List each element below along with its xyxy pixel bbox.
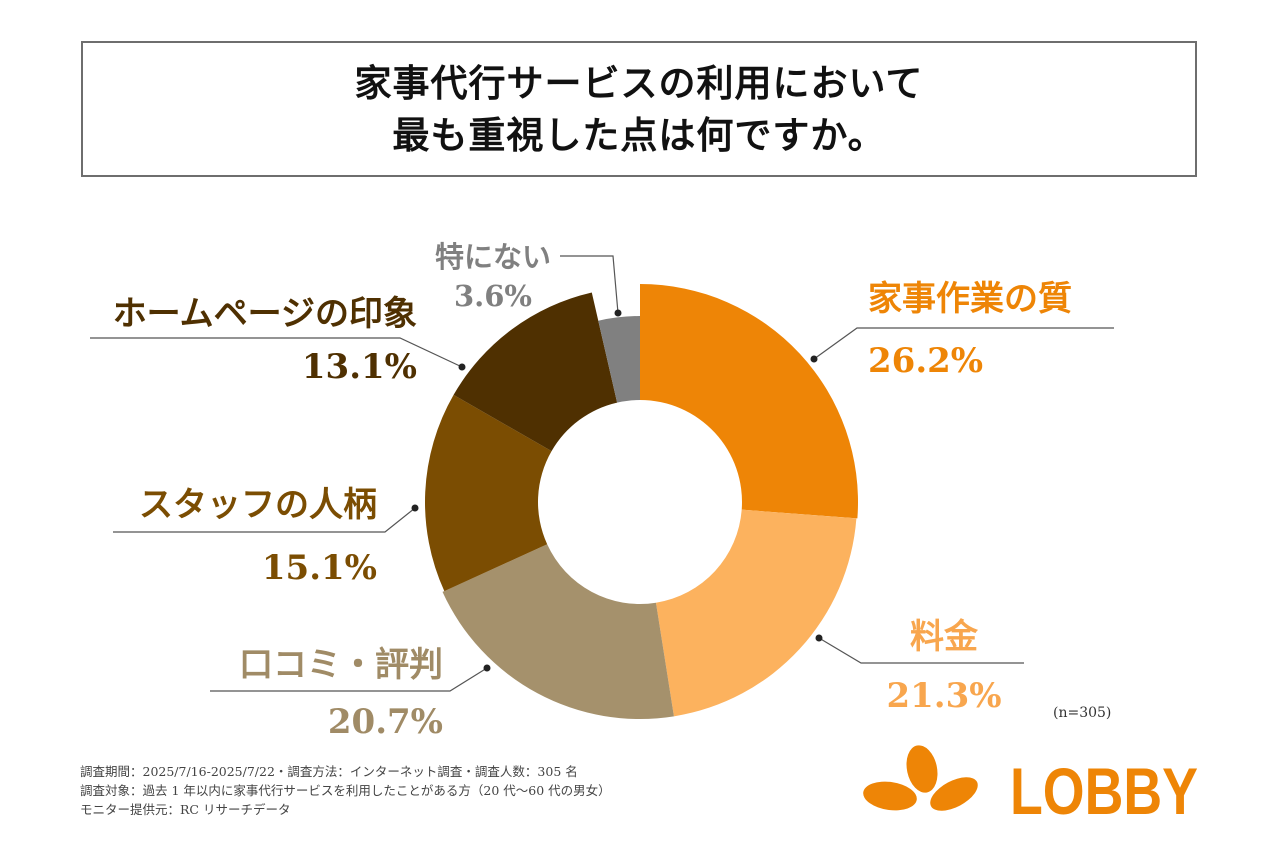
leader-line <box>90 337 463 368</box>
leader-line <box>560 255 619 314</box>
slice-label-value: 15.1% <box>262 548 377 588</box>
donut-slice <box>453 292 618 452</box>
slice-labels: 家事作業の質 26.2% 料金 21.3% 口コミ・評判 20.7% スタッフの人柄 15.1… <box>113 240 1072 742</box>
sample-size-label: (n=305) <box>1053 705 1112 721</box>
leader-line <box>813 327 1114 360</box>
slice-label-name: 特にない <box>435 240 551 274</box>
donut-slice <box>598 316 640 403</box>
title-line-1: 家事代行サービスの利用において <box>354 61 924 105</box>
slice-label-value: 20.7% <box>328 702 443 742</box>
leader-dot <box>411 504 419 512</box>
leader-line <box>210 667 488 692</box>
donut-slice <box>442 544 674 719</box>
leader-line <box>818 637 1024 664</box>
footnote-target: 調査対象：過去 1 年以内に家事代行サービスを利用したことがある方（20 代〜6… <box>80 783 611 798</box>
slice-label-value: 26.2% <box>868 341 983 381</box>
leader-dot <box>810 355 818 363</box>
footnote-provider: モニター提供元：RC リサーチデータ <box>80 802 291 817</box>
leader-dot <box>483 664 491 672</box>
footnote-period: 調査期間：2025/7/16-2025/7/22・調査方法：インターネット調査・… <box>80 764 578 779</box>
leader-lines <box>90 255 1114 692</box>
slice-label-name: 口コミ・評判 <box>239 645 443 685</box>
slice-label-name: 料金 <box>910 617 979 657</box>
title-box: 家事代行サービスの利用において 最も重視した点は何ですか。 <box>81 41 1197 177</box>
donut-slice <box>655 509 857 717</box>
leader-line <box>113 507 416 533</box>
leaf-icon <box>863 745 978 811</box>
donut-slice <box>640 284 858 519</box>
leader-dot <box>815 634 823 642</box>
donut-slice <box>424 394 552 592</box>
title-line-2: 最も重視した点は何ですか。 <box>392 113 886 157</box>
lobby-logo: LOBBY <box>863 745 1198 820</box>
survey-footnote: 調査期間：2025/7/16-2025/7/22・調査方法：インターネット調査・… <box>80 762 611 819</box>
donut-slices <box>424 284 858 719</box>
slice-label-name: 家事作業の質 <box>868 279 1072 319</box>
slice-label-value: 13.1% <box>302 347 417 387</box>
slice-label-value: 21.3% <box>886 676 1001 716</box>
slice-label-name: ホームページの印象 <box>113 294 417 334</box>
leader-dot <box>458 363 466 371</box>
slice-label-name: スタッフの人柄 <box>139 485 377 525</box>
logo-text: LOBBY <box>1010 754 1198 820</box>
leader-dot <box>614 309 622 317</box>
slice-label-value: 3.6% <box>454 279 532 313</box>
